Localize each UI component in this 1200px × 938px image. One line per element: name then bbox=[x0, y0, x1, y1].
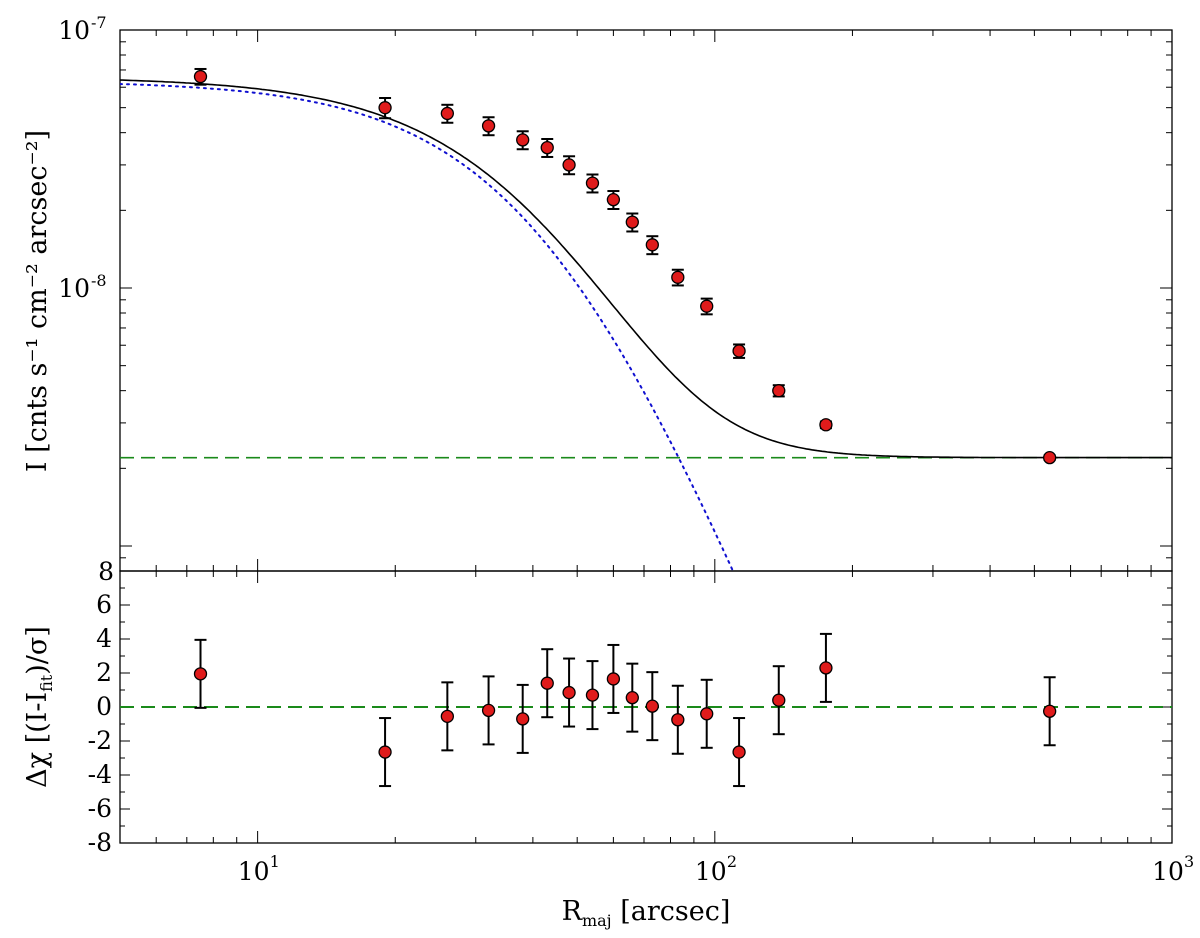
data-point bbox=[645, 238, 659, 252]
y-tick-label: -4 bbox=[88, 760, 112, 789]
data-point bbox=[732, 344, 746, 358]
residual-points bbox=[193, 632, 1057, 788]
top-panel-frame bbox=[119, 29, 1173, 572]
x-tick-label-exponent: 2 bbox=[727, 852, 737, 871]
total-fit-curve bbox=[120, 79, 1172, 459]
data-point bbox=[378, 101, 392, 115]
residual-point bbox=[516, 712, 530, 726]
residual-point bbox=[562, 685, 576, 700]
bottom-y-axis-label: Δχ [(I-Ifit)/σ] bbox=[22, 626, 56, 788]
residual-point bbox=[481, 703, 496, 718]
residual-point bbox=[645, 699, 659, 713]
x-tick-label: 10 bbox=[695, 857, 727, 886]
x-tick-label-exponent: 1 bbox=[270, 852, 280, 871]
data-point bbox=[516, 133, 530, 147]
residual-point bbox=[193, 667, 208, 681]
y-tick-label: -6 bbox=[88, 794, 112, 823]
data-point bbox=[625, 215, 639, 229]
bottom-y-tick-labels: -8 -6 -4 -2 0 2 4 6 bbox=[88, 590, 112, 857]
y-tick-label: 2 bbox=[96, 658, 112, 687]
data-point bbox=[540, 140, 554, 155]
data-point bbox=[819, 418, 833, 432]
data-point bbox=[772, 384, 786, 398]
y-tick-label: -8 bbox=[88, 828, 112, 857]
x-tick-labels: 10 1 10 2 10 3 bbox=[238, 852, 1194, 886]
y-tick-label: 4 bbox=[96, 624, 112, 653]
x-tick-label: 10 bbox=[238, 857, 270, 886]
y-tick-label-exponent: -7 bbox=[91, 13, 107, 32]
residual-point bbox=[378, 745, 392, 759]
top-panel-ticks bbox=[119, 29, 1173, 572]
top-data-points bbox=[193, 67, 1057, 465]
top-y-tick-labels: 10 -710 -88 bbox=[58, 13, 114, 586]
residual-point bbox=[585, 688, 600, 702]
residual-point bbox=[625, 691, 639, 705]
y-tick-label: 10 bbox=[58, 274, 90, 303]
data-point bbox=[700, 299, 714, 313]
residual-point bbox=[700, 707, 714, 721]
data-point bbox=[585, 176, 600, 190]
residual-point bbox=[440, 709, 454, 723]
data-point bbox=[606, 193, 621, 207]
x-tick-label-exponent: 3 bbox=[1184, 852, 1194, 871]
y-tick-label: 0 bbox=[96, 692, 112, 721]
y-tick-label: 10 bbox=[58, 16, 90, 45]
y-tick-label: 6 bbox=[96, 590, 112, 619]
residual-point bbox=[1043, 704, 1057, 718]
x-axis-label: Rmaj [arcsec] bbox=[562, 896, 731, 930]
data-point bbox=[193, 69, 208, 84]
beta-model-curve bbox=[120, 83, 735, 571]
residual-point bbox=[819, 661, 833, 675]
top-y-axis-label: I [cnts s⁻¹ cm⁻² arcsec⁻²] bbox=[22, 130, 53, 472]
data-point bbox=[671, 270, 685, 284]
y-tick-label: 8 bbox=[98, 557, 114, 586]
data-point bbox=[481, 119, 496, 133]
residual-point bbox=[732, 745, 746, 759]
residual-point bbox=[540, 676, 554, 690]
data-point bbox=[440, 106, 454, 121]
x-tick-label: 10 bbox=[1152, 857, 1184, 886]
data-point bbox=[562, 158, 576, 172]
residual-point bbox=[772, 693, 786, 707]
y-tick-label-exponent: -8 bbox=[91, 271, 107, 290]
residual-point bbox=[606, 672, 621, 686]
data-point bbox=[1043, 451, 1057, 465]
residual-point bbox=[671, 713, 685, 727]
y-tick-label: -2 bbox=[88, 726, 112, 755]
